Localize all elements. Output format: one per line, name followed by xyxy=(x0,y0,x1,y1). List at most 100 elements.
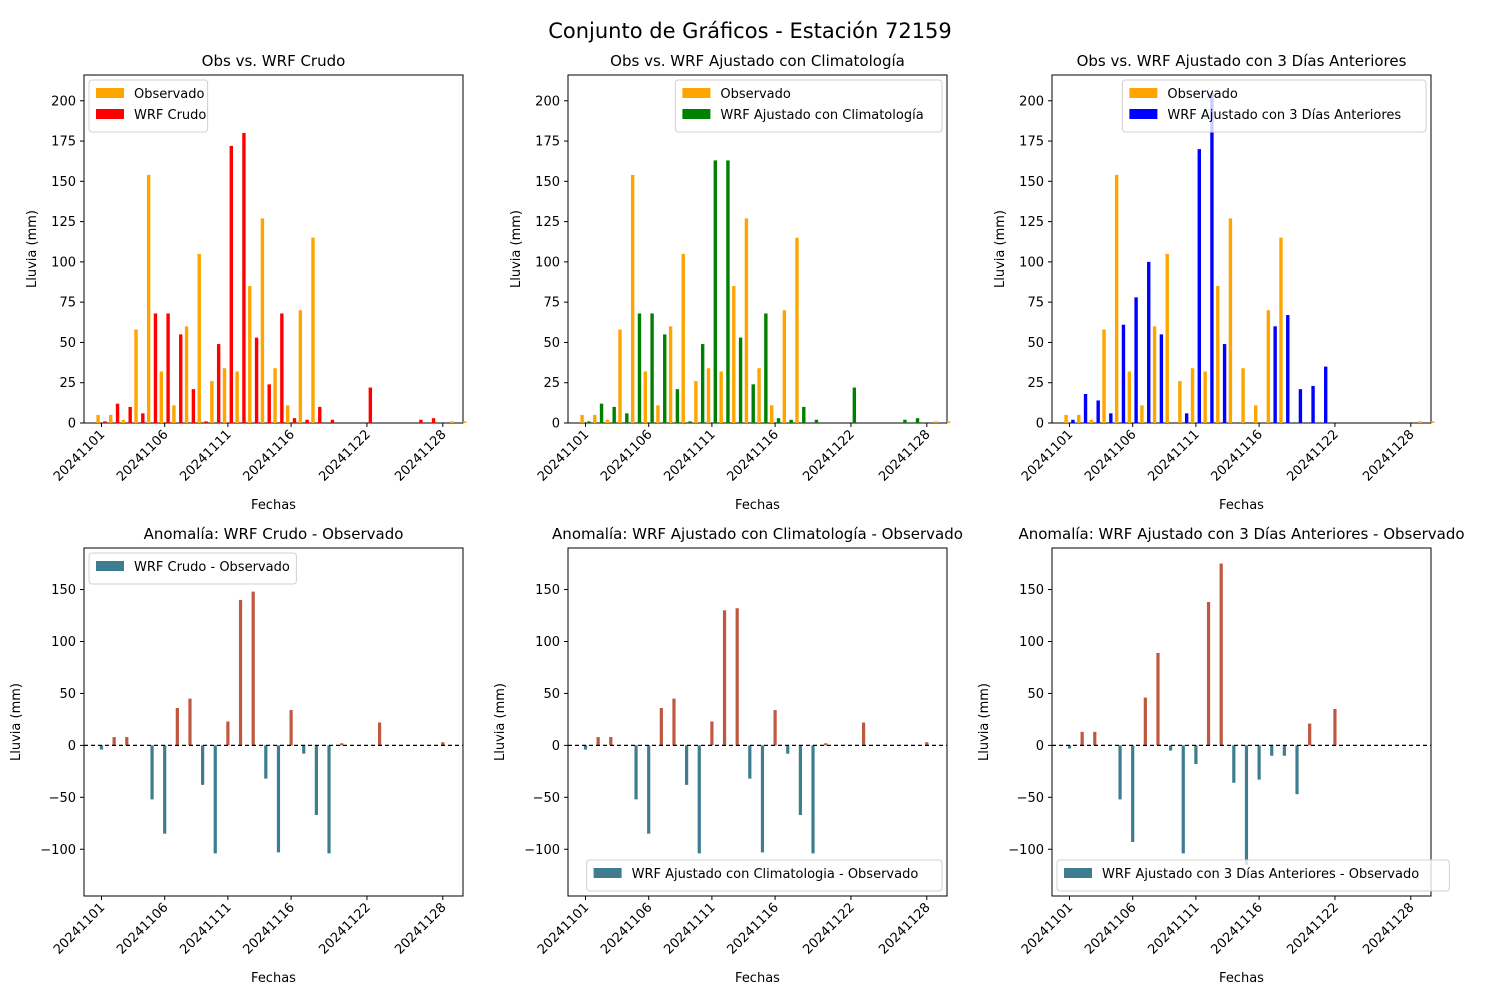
bar-observado xyxy=(1266,310,1271,423)
y-tick-label: 150 xyxy=(51,583,76,598)
x-tick-label: 20241116 xyxy=(241,900,298,957)
chart-title: Obs vs. WRF Ajustado con Climatología xyxy=(610,52,905,70)
bar-wrf-ajustado-con-climatologia-observado xyxy=(710,721,714,746)
bar-observado xyxy=(681,253,685,423)
bar-observado xyxy=(593,414,597,423)
y-tick-label: 100 xyxy=(51,635,76,650)
y-axis-label: Lluvia (mm) xyxy=(977,683,992,761)
y-tick-label: −50 xyxy=(1017,791,1044,806)
x-tick-label: 20241128 xyxy=(1360,427,1417,484)
bar-wrf-ajustado-con-climatologia-observado xyxy=(861,722,866,746)
bar-wrf-ajustado-con-climatolog-a xyxy=(789,419,793,423)
y-tick-label: 50 xyxy=(1027,687,1044,702)
bar-wrf-ajustado-con-climatolog-a xyxy=(915,418,920,423)
bar-observado xyxy=(1114,174,1119,423)
bar-wrf-ajustado-con-3-d-as-anteriores-observado xyxy=(1080,731,1084,746)
bar-wrf-crudo-observado xyxy=(175,707,179,746)
bar-observado xyxy=(134,329,138,423)
figure-title: Conjunto de Gráficos - Estación 72159 xyxy=(548,19,952,43)
bar-observado xyxy=(273,368,277,423)
legend-swatch xyxy=(1129,109,1158,119)
bar-wrf-ajustado-con-3-d-as-anteriores xyxy=(1121,324,1126,423)
bar-wrf-crudo-observado xyxy=(188,698,192,746)
x-tick-label: 20241111 xyxy=(661,427,718,484)
bar-wrf-ajustado-con-climatolog-a xyxy=(802,406,806,423)
bar-wrf-ajustado-con-3-d-as-anteriores-observado xyxy=(1169,745,1173,751)
bar-wrf-ajustado-con-climatologia-observado xyxy=(697,745,701,854)
bar-wrf-ajustado-con-3-d-as-anteriores-observado xyxy=(1257,745,1261,780)
x-tick-label: 20241106 xyxy=(598,427,655,484)
y-tick-label: 50 xyxy=(543,336,560,351)
bar-wrf-crudo-observado xyxy=(264,745,268,779)
y-tick-label: 100 xyxy=(1019,255,1044,270)
bar-wrf-ajustado-con-climatolog-a xyxy=(764,313,768,423)
bar-observado xyxy=(1064,414,1068,423)
y-tick-label: 50 xyxy=(59,687,76,702)
bar-wrf-ajustado-con-climatolog-a xyxy=(738,337,743,423)
bar-observado xyxy=(668,326,673,423)
bar-observado xyxy=(1241,368,1245,423)
bar-observado xyxy=(222,368,227,423)
x-tick-label: 20241111 xyxy=(1145,427,1202,484)
x-axis-label: Fechas xyxy=(251,971,296,986)
chart-panel-1: Obs vs. WRF Crudo 0 25 50 75 100 125 150 175 200 L… xyxy=(25,52,467,513)
y-tick-label: 50 xyxy=(543,687,560,702)
bar-wrf-crudo-observado xyxy=(340,743,344,746)
bar-wrf-ajustado-con-3-d-as-anteriores xyxy=(1311,385,1315,423)
bar-wrf-crudo xyxy=(242,133,246,423)
legend-swatch xyxy=(96,561,124,571)
y-tick-label: −100 xyxy=(524,843,560,858)
y-tick-label: 100 xyxy=(535,635,560,650)
axes-frame xyxy=(1051,547,1432,897)
bar-wrf-ajustado-con-3-d-as-anteriores xyxy=(1147,261,1151,423)
bar-wrf-crudo xyxy=(191,389,196,423)
y-tick-label: 200 xyxy=(535,94,560,109)
bar-wrf-ajustado-con-3-d-as-anteriores xyxy=(1184,413,1189,423)
bar-wrf-crudo-observado xyxy=(201,745,205,785)
legend-label: Observado xyxy=(134,87,205,102)
bar-observado xyxy=(109,414,113,423)
legend: WRF Ajustado con 3 Días Anteriores - Obs… xyxy=(1056,859,1450,892)
bar-observado xyxy=(184,326,189,423)
chart-title: Anomalía: WRF Crudo - Observado xyxy=(144,525,404,543)
bar-wrf-ajustado-con-3-d-as-anteriores-observado xyxy=(1156,652,1160,746)
bar-wrf-crudo xyxy=(141,413,145,423)
y-tick-label: 50 xyxy=(59,336,76,351)
x-tick-label: 20241101 xyxy=(535,427,592,484)
y-tick-label: −100 xyxy=(1008,843,1044,858)
chart-panel-3: Obs vs. WRF Ajustado con 3 Días Anterior… xyxy=(993,52,1435,513)
bar-wrf-ajustado-con-3-d-as-anteriores xyxy=(1197,149,1201,423)
bar-wrf-crudo-observado xyxy=(314,745,318,815)
bar-observado xyxy=(172,405,176,423)
bar-wrf-crudo-observado xyxy=(150,745,154,800)
bar-wrf-crudo xyxy=(267,384,271,423)
chart-panel-2: Obs vs. WRF Ajustado con Climatología 0 25… xyxy=(509,52,951,513)
bar-wrf-ajustado-con-climatolog-a xyxy=(903,419,907,423)
y-tick-label: 125 xyxy=(1019,215,1044,230)
bar-wrf-ajustado-con-3-d-as-anteriores-observado xyxy=(1181,745,1185,854)
y-tick-label: 75 xyxy=(543,296,560,311)
bar-observado xyxy=(159,371,163,423)
bar-observado xyxy=(719,371,723,423)
bar-wrf-crudo xyxy=(166,313,170,423)
bar-observado xyxy=(1140,405,1144,423)
legend-box xyxy=(1121,79,1427,133)
y-tick-label: 50 xyxy=(1027,336,1044,351)
bar-wrf-ajustado-con-3-d-as-anteriores-observado xyxy=(1308,723,1312,746)
x-tick-label: 20241116 xyxy=(725,900,782,957)
bar-wrf-ajustado-con-climatologia-observado xyxy=(596,737,600,746)
bar-wrf-ajustado-con-3-d-as-anteriores xyxy=(1096,400,1100,423)
bar-wrf-ajustado-con-climatologia-observado xyxy=(609,737,613,746)
bar-wrf-crudo-observado xyxy=(251,591,255,746)
bar-observado xyxy=(706,368,711,423)
y-tick-label: 150 xyxy=(1019,583,1044,598)
bar-observado xyxy=(618,329,622,423)
x-tick-label: 20241106 xyxy=(114,427,171,484)
x-axis-label: Fechas xyxy=(735,971,780,986)
x-tick-label: 20241111 xyxy=(177,900,234,957)
bar-wrf-ajustado-con-3-d-as-anteriores xyxy=(1324,366,1328,423)
bar-wrf-ajustado-con-3-d-as-anteriores xyxy=(1298,389,1303,423)
bar-observado xyxy=(1178,381,1182,423)
x-tick-label: 20241106 xyxy=(1082,427,1139,484)
bar-wrf-ajustado-con-3-d-as-anteriores-observado xyxy=(1067,745,1072,749)
